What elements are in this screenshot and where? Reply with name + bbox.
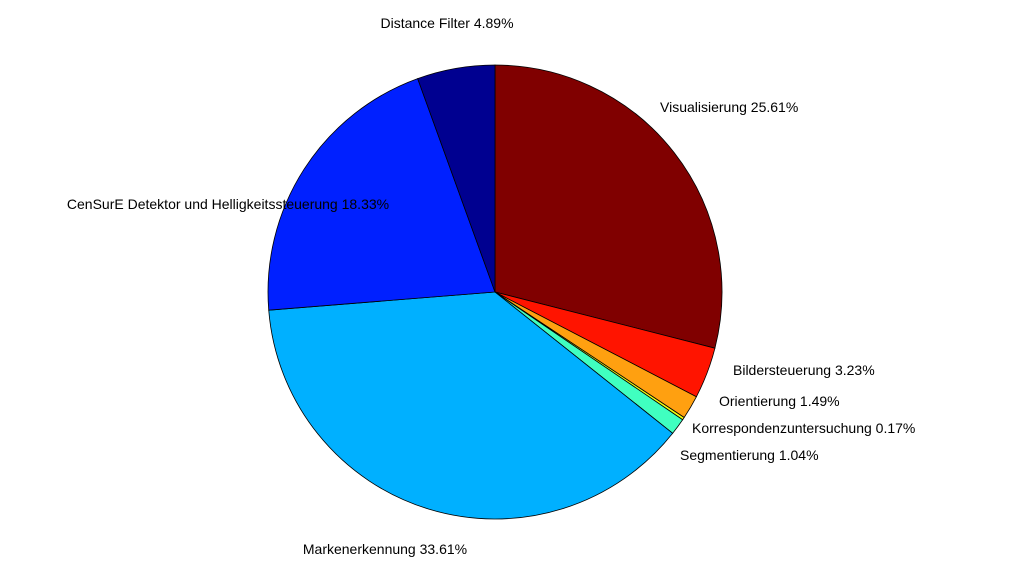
- pie-label-censure-detektor-und-helligkeitssteuerung: CenSurE Detektor und Helligkeitssteuerun…: [67, 196, 389, 212]
- pie-label-distance-filter: Distance Filter 4.89%: [380, 15, 513, 31]
- pie-label-bildersteuerung: Bildersteuerung 3.23%: [733, 362, 875, 378]
- pie-labels: Visualisierung 25.61% Bildersteuerung 3.2…: [67, 15, 915, 557]
- pie-label-visualisierung: Visualisierung 25.61%: [660, 99, 798, 115]
- pie-slice-distance-filter: [417, 64, 496, 293]
- pie-label-korrespondenzuntersuchung: Korrespondenzuntersuchung 0.17%: [692, 420, 915, 436]
- pie-label-markenerkennung: Markenerkennung 33.61%: [303, 541, 467, 557]
- pie-slice-visualisierung: [494, 64, 723, 349]
- pie-label-orientierung: Orientierung 1.49%: [719, 393, 840, 409]
- pie-label-segmentierung: Segmentierung 1.04%: [680, 447, 819, 463]
- pie-slices: [267, 64, 723, 520]
- pie-slice-markenerkennung: [268, 291, 674, 520]
